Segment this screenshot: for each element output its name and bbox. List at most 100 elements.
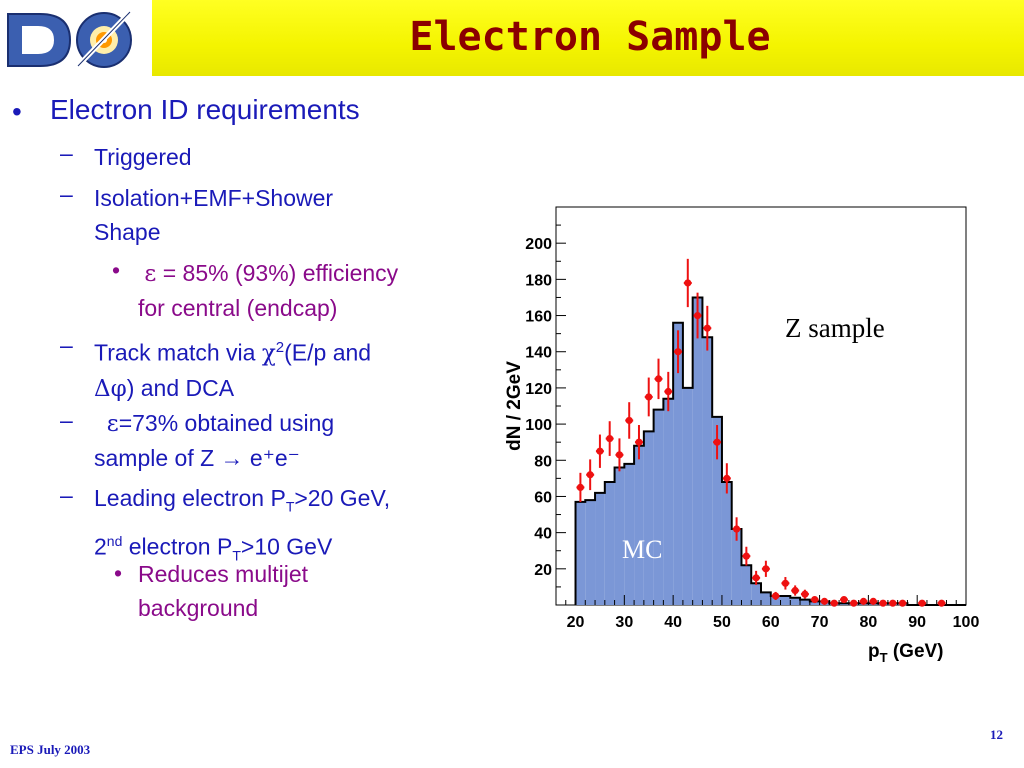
y-tick-label: 140 — [525, 345, 552, 362]
data-point — [811, 595, 819, 604]
histogram-bar — [741, 565, 752, 605]
x-axis-label-sub: T — [880, 650, 888, 665]
histogram-bar — [731, 529, 742, 605]
x-axis-label-unit: (GeV) — [888, 641, 944, 662]
efficiency-line-1: ε = 85% (93%) efficiency — [138, 256, 398, 291]
pt-histogram-chart: 20 30 40 50 60 70 80 90 100 20 40 60 80 100 120 140 160 1… — [504, 206, 979, 665]
histogram-bar — [643, 431, 654, 605]
histogram-bar — [653, 409, 664, 605]
bullet-leading-electron: Leading electron PT>20 GeV, 2nd electron… — [94, 481, 390, 572]
y-tick-label: 100 — [525, 417, 552, 434]
histogram-bar — [663, 398, 674, 605]
data-point — [879, 599, 887, 607]
data-points-layer — [576, 258, 946, 607]
data-point — [615, 451, 624, 459]
data-point — [840, 595, 848, 604]
x-axis-label-p: p — [868, 641, 880, 662]
epsilon-symbol: ε — [144, 261, 157, 287]
bullet-track-match: Track match via χ2(E/p and Δφ) and DCA — [94, 331, 371, 406]
x-tick-label: 60 — [762, 614, 780, 631]
pt-subscript: T — [232, 546, 241, 563]
leading-line-2: 2nd electron PT>10 GeV — [94, 524, 390, 572]
data-point — [830, 599, 838, 607]
data-point — [664, 387, 672, 396]
dash-marker: – — [60, 482, 73, 508]
data-point — [606, 434, 614, 443]
bullet-efficiency: ε = 85% (93%) efficiency for central (en… — [138, 256, 398, 325]
data-point — [732, 525, 741, 533]
isolation-line-1: Isolation+EMF+Shower — [94, 185, 334, 211]
dash-marker: – — [60, 407, 73, 433]
x-tick-label: 70 — [811, 614, 829, 631]
y-tick-label: 40 — [534, 526, 552, 543]
eff73-line-2: sample of Z → e⁺e⁻ — [94, 445, 300, 471]
bullet-electron-id: Electron ID requirements — [50, 94, 360, 125]
histogram-bar — [673, 322, 683, 605]
data-point — [713, 438, 721, 446]
reduces-line-2: background — [138, 595, 259, 621]
title-bar: Electron Sample — [0, 0, 1024, 76]
chi-symbol: χ — [261, 340, 276, 367]
x-tick-label: 90 — [908, 614, 926, 631]
histogram-bar — [770, 595, 781, 605]
page-number: 12 — [990, 727, 1003, 742]
data-point — [937, 599, 946, 607]
track-line2-suffix: ) and DCA — [126, 374, 235, 401]
bullet-efficiency-73: ε=73% obtained using sample of Z → e⁺e⁻ — [94, 406, 334, 475]
data-point — [850, 599, 858, 607]
x-tick-label: 80 — [859, 614, 877, 631]
data-point — [635, 438, 643, 446]
histogram-bar — [634, 445, 644, 605]
x-tick-label: 30 — [615, 614, 633, 631]
leading-text-a: Leading electron P — [94, 485, 286, 511]
data-point — [693, 311, 702, 320]
histogram-bar — [682, 387, 693, 605]
efficiency-text: = 85% (93%) efficiency — [156, 260, 399, 286]
data-point — [859, 597, 868, 605]
leading2-text-a: 2 — [94, 533, 107, 560]
leading-line-1: Leading electron PT>20 GeV, — [94, 481, 390, 524]
x-tick-label: 50 — [713, 614, 731, 631]
footer-date: EPS July 2003 — [10, 742, 91, 757]
x-axis-label: pT (GeV) — [868, 641, 944, 665]
histogram-bar — [595, 492, 605, 605]
d0-logo-graphic — [4, 4, 148, 72]
isolation-line-2: Shape — [94, 219, 161, 245]
y-tick-label: 60 — [534, 489, 552, 506]
histogram-bar — [585, 500, 596, 605]
track-suffix: (E/p and — [284, 339, 372, 366]
data-point — [820, 597, 829, 605]
histogram-bar — [604, 481, 615, 605]
histogram-bar — [751, 583, 761, 605]
histogram-bar — [809, 601, 820, 605]
data-point — [703, 324, 711, 332]
data-point — [576, 483, 585, 492]
y-tick-label: 20 — [534, 562, 552, 579]
leading2-text-b: electron P — [122, 533, 233, 560]
dash-marker: – — [60, 140, 73, 166]
bullet-isolation: Isolation+EMF+Shower Shape — [94, 181, 333, 249]
data-point — [654, 375, 663, 383]
mc-annotation: MC — [622, 535, 662, 564]
data-point — [772, 592, 780, 600]
data-point — [625, 416, 633, 425]
nd-superscript: nd — [106, 532, 123, 549]
data-point — [723, 474, 731, 482]
data-point — [752, 574, 760, 582]
eff73-text: =73% obtained using — [118, 410, 335, 436]
bullet-reduces-multijet: Reduces multijet background — [138, 557, 308, 625]
y-tick-label: 180 — [525, 272, 552, 289]
epsilon-symbol: ε — [106, 411, 119, 437]
bullet-dot: • — [12, 96, 22, 127]
histogram-bar — [712, 416, 722, 605]
dash-marker: – — [60, 332, 73, 358]
data-point — [762, 565, 770, 573]
data-point — [742, 552, 750, 560]
track-line-1: Track match via χ2(E/p and — [94, 331, 371, 371]
histogram-bar — [614, 467, 625, 605]
histogram-bar — [702, 337, 713, 605]
data-point — [645, 393, 653, 401]
data-point — [801, 590, 809, 598]
y-tick-label: 120 — [525, 381, 552, 398]
efficiency-line-2: for central (endcap) — [138, 295, 338, 321]
